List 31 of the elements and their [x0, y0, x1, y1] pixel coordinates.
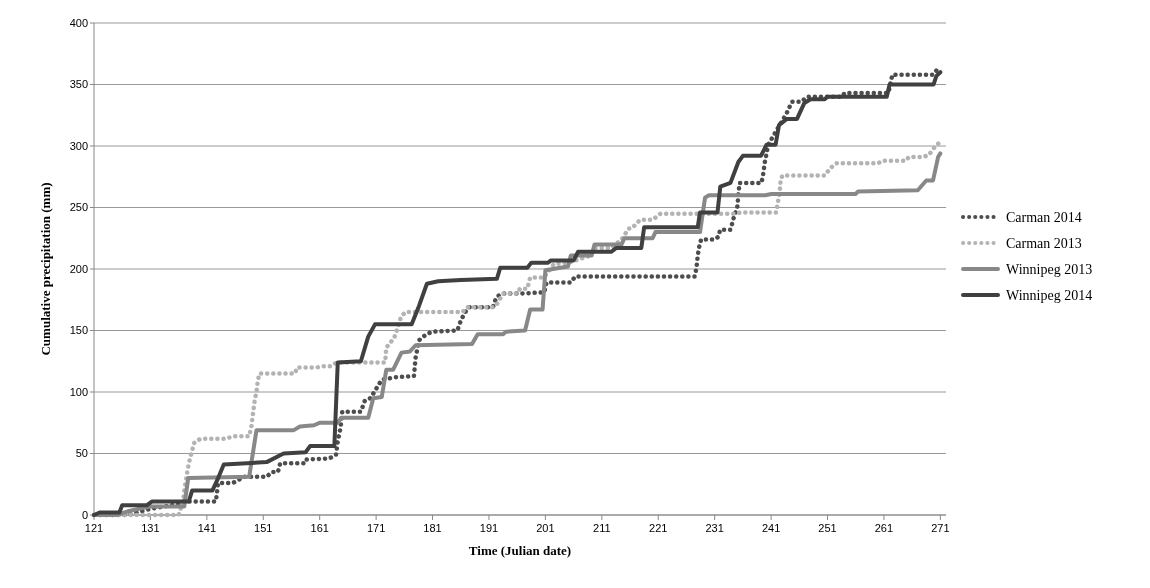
x-tick-label: 151 — [254, 522, 273, 534]
x-tick-label: 231 — [705, 522, 724, 534]
y-axis-title: Cumulative precipitation (mm) — [38, 182, 53, 356]
legend-label: Carman 2013 — [1006, 235, 1082, 251]
legend-label: Winnipeg 2014 — [1006, 287, 1093, 303]
y-tick-label: 200 — [69, 262, 88, 275]
legend-label: Winnipeg 2013 — [1006, 261, 1093, 277]
x-tick-label: 261 — [874, 522, 894, 534]
y-tick-label: 350 — [69, 78, 88, 91]
x-tick-label: 181 — [423, 522, 442, 534]
x-tick-label: 271 — [931, 522, 950, 534]
x-tick-label: 221 — [649, 522, 668, 534]
y-tick-label: 400 — [69, 16, 88, 29]
x-tick-label: 211 — [593, 522, 611, 534]
x-tick-label: 171 — [366, 522, 386, 534]
legend-label: Carman 2014 — [1006, 209, 1082, 225]
y-tick-label: 300 — [69, 139, 88, 152]
y-tick-label: 0 — [81, 508, 88, 521]
y-tick-label: 100 — [69, 385, 88, 398]
x-axis-title: Time (Julian date) — [468, 543, 572, 558]
y-tick-label: 150 — [69, 324, 88, 337]
x-tick-label: 141 — [197, 522, 217, 534]
y-tick-label: 250 — [69, 201, 88, 214]
x-tick-label: 161 — [310, 522, 329, 534]
x-tick-label: 201 — [536, 522, 555, 534]
y-tick-label: 50 — [75, 447, 88, 460]
x-tick-label: 191 — [479, 522, 499, 534]
x-tick-label: 241 — [761, 522, 781, 534]
x-tick-label: 251 — [818, 522, 837, 534]
x-tick-label: 121 — [84, 522, 104, 534]
x-tick-label: 131 — [141, 522, 160, 534]
